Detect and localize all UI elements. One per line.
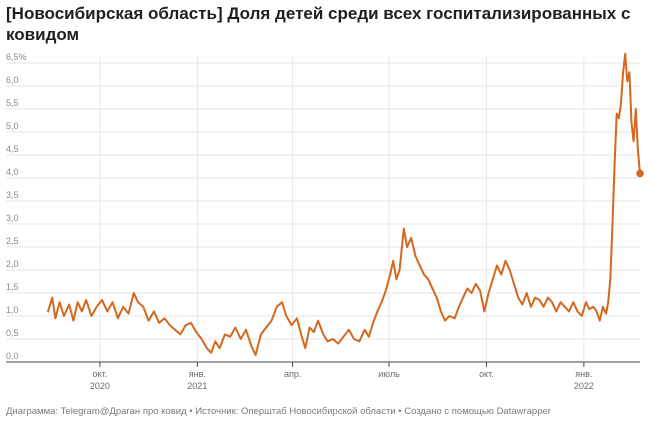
- chart-title: [Новосибирская область] Доля детей среди…: [6, 4, 631, 44]
- y-tick-label: 0,0: [6, 351, 19, 361]
- x-tick-label: апр.: [284, 369, 301, 379]
- series-line: [47, 52, 641, 357]
- y-tick-label: 1,0: [6, 305, 19, 315]
- x-tick-label: янв.: [575, 369, 592, 379]
- x-tick-year-label: 2021: [187, 381, 207, 391]
- x-axis: окт. 2020 янв. 2021 апр. июль окт. янв. 2022: [6, 361, 640, 391]
- x-tick-year-label: 2020: [90, 381, 110, 391]
- y-tick-label: 6,0: [6, 75, 19, 85]
- end-point-marker: [636, 169, 644, 178]
- y-tick-label: 6,5%: [6, 52, 27, 62]
- grid-layer: 0,0 0,5 1,0 1,5 2,0 2,5 3,0 3,5 4,0 4,5 5,0 5,5 6,0 6…: [6, 52, 640, 362]
- y-tick-label: 2,0: [6, 259, 19, 269]
- y-tick-label: 1,5: [6, 282, 19, 292]
- x-tick-label: янв.: [189, 369, 206, 379]
- x-tick-label: окт.: [479, 369, 494, 379]
- y-tick-label: 3,0: [6, 213, 19, 223]
- y-tick-label: 5,0: [6, 121, 19, 131]
- y-tick-label: 2,5: [6, 236, 19, 246]
- y-tick-label: 5,5: [6, 98, 19, 108]
- y-tick-label: 4,0: [6, 167, 19, 177]
- chart-footer: Диаграмма: Telegram@Драган про ковид • И…: [6, 406, 551, 417]
- y-tick-label: 0,5: [6, 328, 19, 338]
- series-layer: [47, 52, 644, 357]
- x-tick-year-label: 2022: [574, 381, 594, 391]
- y-tick-label: 3,5: [6, 190, 19, 200]
- y-tick-label: 4,5: [6, 144, 19, 154]
- x-tick-label: окт.: [93, 369, 108, 379]
- x-tick-label: июль: [378, 369, 400, 379]
